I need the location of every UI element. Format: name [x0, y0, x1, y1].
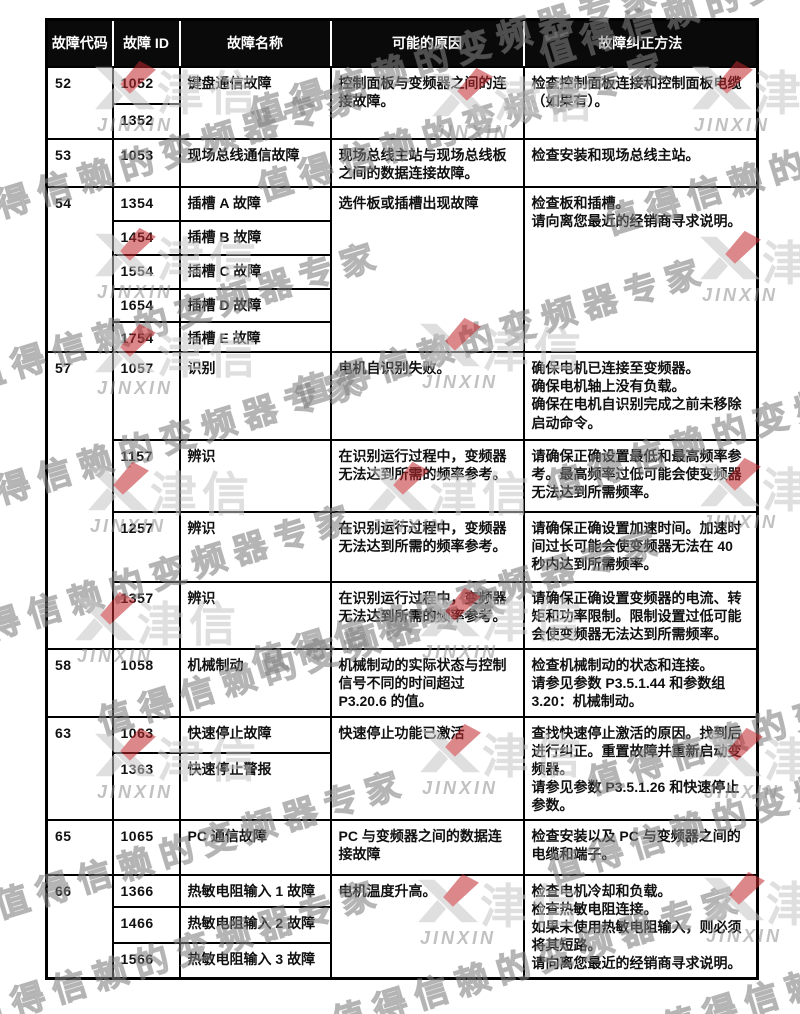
jinxin-zh-label: 津信 [754, 67, 800, 120]
fault-name-cell: 插槽 A 故障 [178, 185, 332, 222]
table-row: 54 1354 插槽 A 故障 选件板或插槽出现故障 检查板和插槽。 请向离您最近的经销… [45, 185, 759, 354]
cause-cell: 电机自识别失败。 [329, 351, 525, 442]
fault-table: 故障代码 故障 ID 故障名称 可能的原因 故障纠正方法 52 1052 键盘通信故障 控制面… [45, 18, 759, 980]
fault-id-cell: 1357 [111, 581, 181, 650]
fault-id-cell: 1466 [111, 905, 181, 944]
fault-name-cell: 快速停止警报 [178, 751, 332, 821]
table-row: 1157 辨识 在识别运行过程中，变频器无法达到所需的频率参考。 请确保正确设置最低和… [47, 439, 759, 514]
fault-name-cell: 键盘通信故障 [178, 65, 332, 140]
table-row: 57 1057 识别 电机自识别失败。 确保电机已连接至变频器。 确保电机轴上没有负载。… [45, 351, 759, 650]
fault-id-cell: 1654 [111, 287, 181, 323]
column-header: 故障 ID [111, 18, 180, 68]
fault-code-cell: 58 [45, 647, 114, 718]
cause-cell: 电机温度升高。 [329, 873, 525, 980]
fault-id-cell: 1052 [111, 65, 181, 105]
column-header: 故障纠正方法 [522, 18, 759, 68]
fix-cell: 检查安装以及 PC 与变频器之间的电缆和端子。 [522, 818, 759, 876]
table-row: 1363 快速停止警报 [47, 751, 758, 821]
cause-cell: 选件板或插槽出现故障 [329, 185, 525, 354]
fault-id-cell: 1566 [111, 941, 181, 980]
fault-code-cell: 52 [45, 65, 114, 140]
fault-name-cell: 插槽 B 故障 [178, 219, 332, 256]
fault-id-cell: 1354 [111, 185, 181, 222]
table-row: 1357 辨识 在识别运行过程中，变频器无法达到所需的频率参考。 请确保正确设置变频器… [47, 581, 759, 650]
fault-code-cell: 66 [45, 873, 114, 980]
fault-code-cell: 54 [45, 185, 114, 354]
jinxin-zh-label: 津信 [764, 734, 800, 787]
fault-name-cell: 插槽 C 故障 [178, 253, 332, 290]
fault-id-cell: 1053 [111, 137, 181, 188]
fault-table-header: 故障代码 故障 ID 故障名称 可能的原因 故障纠正方法 [45, 18, 759, 68]
fault-name-cell: 识别 [178, 351, 332, 442]
fault-name-cell: PC 通信故障 [178, 818, 332, 876]
fix-cell: 查找快速停止激活的原因。找到后进行纠正。重置故障并重新启动变频器。 请参见参数 … [522, 715, 759, 821]
table-row: 1466 热敏电阻输入 2 故障 [47, 905, 758, 944]
jinxin-zh-label: 津信 [762, 237, 800, 290]
cause-cell: 在识别运行过程中，变频器无法达到所需的频率参考。 [329, 581, 525, 650]
column-header: 故障代码 [45, 18, 113, 68]
fault-code-cell: 65 [45, 818, 114, 876]
fault-name-cell: 插槽 D 故障 [178, 287, 332, 323]
fault-id-cell: 1063 [111, 715, 181, 754]
cause-cell: 在识别运行过程中，变频器无法达到所需的频率参考。 [329, 439, 525, 514]
fault-name-cell: 辨识 [178, 511, 332, 584]
fix-cell: 检查机械制动的状态和连接。 请参见参数 P3.5.1.44 和参数组 3.20：… [522, 647, 759, 718]
fault-id-cell: 1157 [111, 439, 181, 514]
fault-id-cell: 1363 [111, 751, 181, 821]
fix-cell: 请确保正确设置最低和最高频率参考。最高频率过低可能会使变频器无法达到所需频率。 [522, 439, 759, 514]
fault-name-cell: 插槽 E 故障 [178, 320, 332, 354]
fault-name-cell: 辨识 [178, 581, 332, 650]
fault-name-cell: 快速停止故障 [178, 715, 332, 754]
jinxin-zh-label: 津信 [762, 464, 800, 517]
fault-name-cell: 机械制动 [178, 647, 332, 718]
fault-id-cell: 1366 [111, 873, 181, 908]
table-row: 1566 热敏电阻输入 3 故障 [47, 941, 758, 980]
fault-name-cell: 热敏电阻输入 2 故障 [178, 905, 332, 944]
fault-id-cell: 1352 [111, 102, 181, 140]
fault-id-cell: 1257 [111, 511, 181, 584]
table-row: 53 1053 现场总线通信故障 现场总线主站与现场总线板之间的数据连接故障。 检查安装… [45, 137, 759, 188]
fix-cell: 请确保正确设置加速时间。加速时间过长可能会使变频器无法在 40 秒内达到所需频率… [522, 511, 759, 584]
table-row: 66 1366 热敏电阻输入 1 故障 电机温度升高。 检查电机冷却和负载。 检查热敏电… [45, 873, 759, 980]
fault-code-cell: 63 [45, 715, 114, 821]
table-row: 58 1058 机械制动 机械制动的实际状态与控制信号不同的时间超过 P3.20.6 … [45, 647, 759, 718]
table-row: 65 1065 PC 通信故障 PC 与变频器之间的数据连接故障 检查安装以及 PC 与… [45, 818, 759, 876]
fix-cell: 检查控制面板连接和控制面板电缆（如果有）。 [522, 65, 759, 140]
fault-id-cell: 1057 [111, 351, 181, 442]
table-row: 52 1052 键盘通信故障 控制面板与变频器之间的连接故障。 检查控制面板连接和控制面… [45, 65, 759, 140]
fault-id-cell: 1454 [111, 219, 181, 256]
cause-cell: 在识别运行过程中，变频器无法达到所需的频率参考。 [329, 511, 525, 584]
fault-id-cell: 1754 [111, 320, 181, 354]
cause-cell: 机械制动的实际状态与控制信号不同的时间超过 P3.20.6 的值。 [329, 647, 525, 718]
column-header: 可能的原因 [329, 18, 524, 68]
column-header: 故障名称 [178, 18, 331, 68]
fix-cell: 检查电机冷却和负载。 检查热敏电阻连接。 如果未使用热敏电阻输入，则必须将其短路… [522, 873, 759, 980]
fix-cell: 确保电机已连接至变频器。 确保电机轴上没有负载。 确保在电机自识别完成之前未移除… [522, 351, 759, 442]
fault-code-cell: 53 [45, 137, 114, 188]
cause-cell: 现场总线主站与现场总线板之间的数据连接故障。 [329, 137, 525, 188]
fault-name-cell: 辨识 [178, 439, 332, 514]
fix-cell: 检查板和插槽。 请向离您最近的经销商寻求说明。 [522, 185, 759, 354]
fault-id-cell: 1065 [111, 818, 181, 876]
fault-name-cell: 热敏电阻输入 1 故障 [178, 873, 332, 908]
table-row: 63 1063 快速停止故障 快速停止功能已激活 查找快速停止激活的原因。找到后进行纠正… [45, 715, 759, 821]
fault-id-cell: 1058 [111, 647, 181, 718]
fix-cell: 请确保正确设置变频器的电流、转矩和功率限制。限制设置过低可能会使变频器无法达到所… [522, 581, 759, 650]
fault-code-cell: 57 [45, 351, 114, 650]
fix-cell: 检查安装和现场总线主站。 [522, 137, 759, 188]
cause-cell: PC 与变频器之间的数据连接故障 [329, 818, 525, 876]
fault-name-cell: 现场总线通信故障 [178, 137, 332, 188]
cause-cell: 控制面板与变频器之间的连接故障。 [329, 65, 525, 140]
fault-id-cell: 1554 [111, 253, 181, 290]
fault-name-cell: 热敏电阻输入 3 故障 [178, 941, 332, 980]
table-row: 1257 辨识 在识别运行过程中，变频器无法达到所需的频率参考。 请确保正确设置加速时… [47, 511, 759, 584]
jinxin-zh-label: 津信 [766, 878, 800, 931]
table-row: 1654 插槽 D 故障 [47, 287, 758, 323]
cause-cell: 快速停止功能已激活 [329, 715, 525, 821]
